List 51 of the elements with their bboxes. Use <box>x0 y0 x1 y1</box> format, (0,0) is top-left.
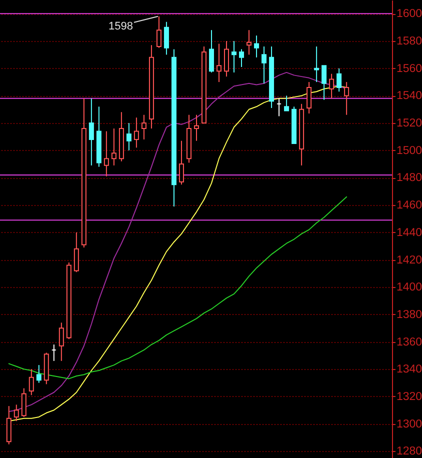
y-tick-label: 1500 <box>396 144 422 157</box>
y-tick-label: 1320 <box>396 390 422 403</box>
candlestick <box>208 30 214 73</box>
candlestick <box>134 117 139 148</box>
candlestick <box>164 21 169 56</box>
candlestick <box>344 82 350 116</box>
y-tick-label: 1520 <box>396 118 422 130</box>
annotation: 1598 <box>108 20 133 32</box>
candlestick <box>306 82 312 114</box>
y-tick-label: 1480 <box>396 172 422 184</box>
candlestick <box>314 46 320 83</box>
candlestick <box>36 364 42 384</box>
y-tick-label: 1380 <box>396 308 422 321</box>
candlestick <box>322 65 327 100</box>
candlestick <box>156 16 162 48</box>
candlestick <box>74 232 79 273</box>
candlestick <box>88 98 94 166</box>
candlestick <box>224 40 229 78</box>
candlestick <box>6 406 12 445</box>
candlestick <box>194 114 199 142</box>
y-tick-label: 1440 <box>396 226 422 239</box>
y-tick-label: 1560 <box>396 62 422 75</box>
y-tick-label: 1600 <box>396 8 422 20</box>
y-tick-label: 1460 <box>396 200 422 212</box>
candlestick <box>14 404 19 422</box>
candlestick <box>21 388 26 418</box>
candlestick <box>111 128 116 166</box>
candlestick <box>262 46 267 84</box>
candlestick <box>126 122 132 151</box>
y-tick-label: 1420 <box>396 254 422 266</box>
y-tick-label: 1340 <box>396 364 422 376</box>
candlestick <box>216 43 222 83</box>
candlestick <box>141 114 146 140</box>
y-tick-label: 1300 <box>396 418 422 430</box>
y-tick-label: 1580 <box>396 36 422 48</box>
candlestick <box>178 140 184 186</box>
candlestick <box>254 35 260 58</box>
y-tick-label: 1280 <box>396 446 422 458</box>
candlestick <box>336 68 342 92</box>
candlestick <box>246 30 252 56</box>
y-tick-label: 1400 <box>396 282 422 294</box>
line-series <box>8 196 348 380</box>
candlestick <box>239 48 244 68</box>
candlestick <box>232 40 237 73</box>
y-tick-label: 1540 <box>396 90 422 102</box>
candlestick <box>28 368 34 396</box>
candlestick <box>329 73 334 99</box>
candlestick <box>104 130 109 177</box>
y-tick-label: 1360 <box>396 336 422 348</box>
candlestick <box>284 95 290 112</box>
candlestick <box>58 322 64 362</box>
